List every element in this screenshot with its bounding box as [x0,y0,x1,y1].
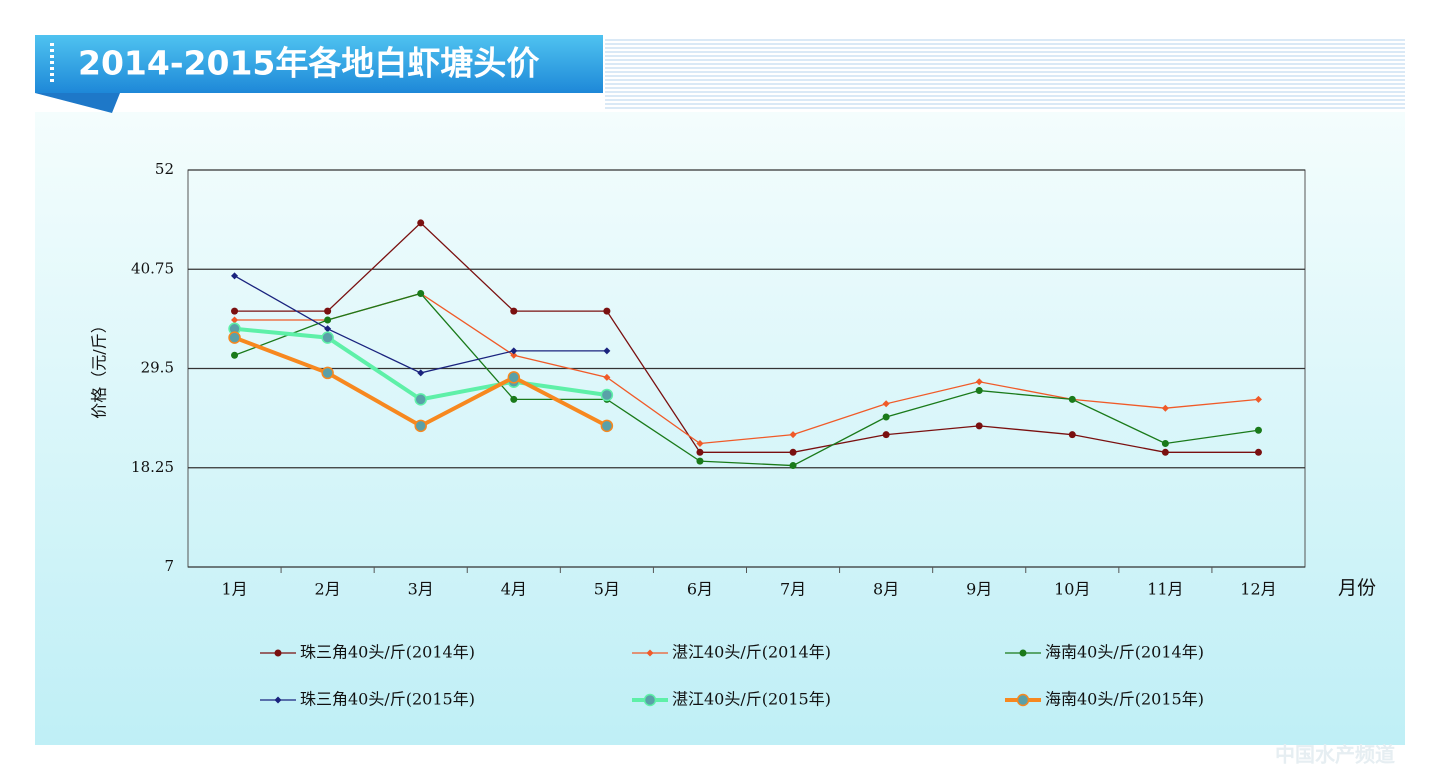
series-line [234,292,1259,467]
marker [975,378,983,386]
marker [1068,395,1076,403]
marker [231,316,239,324]
x-tick-label: 1月 [221,580,247,599]
marker [1161,448,1169,456]
marker [231,351,239,359]
series-line [234,222,1259,453]
watermark: 中国水产频道 [1275,743,1395,767]
marker [789,448,797,456]
marker [1254,395,1262,403]
marker [975,422,983,430]
legend-label: 湛江40头/斤(2014年) [672,643,831,662]
marker [417,290,425,298]
x-tick-label: 4月 [501,580,527,599]
marker [510,307,518,315]
marker [646,649,654,657]
marker [1019,649,1027,657]
y-tick-label: 18.25 [131,458,174,476]
x-tick-label: 7月 [780,580,806,599]
marker [321,331,334,344]
legend-label: 珠三角40头/斤(2014年) [300,643,475,662]
legend-label: 海南40头/斤(2014年) [1045,643,1204,662]
x-tick-label: 5月 [594,580,620,599]
y-tick-label: 7 [164,557,174,575]
marker [882,431,890,439]
banner [35,35,603,93]
marker [324,307,332,315]
marker [324,316,332,324]
panel [35,112,1405,745]
marker [696,457,704,465]
marker [507,371,521,384]
marker [1254,426,1262,434]
marker [1161,439,1169,447]
x-tick-label: 11月 [1147,580,1183,599]
marker [414,419,427,433]
marker [603,373,611,381]
marker [789,462,797,470]
marker [696,448,704,456]
banner-tail [35,93,120,113]
marker [417,219,425,227]
x-tick-label: 8月 [873,580,899,599]
marker [600,419,614,433]
marker [975,387,983,395]
marker [1254,448,1262,456]
y-tick-label: 29.5 [141,359,174,377]
marker [321,366,334,380]
y-axis-label: 价格（元/斤） [90,317,109,418]
marker [274,649,282,657]
marker [414,393,427,406]
x-tick-label: 2月 [315,580,341,599]
x-tick-label: 6月 [687,580,713,599]
marker [882,400,890,408]
chart-title: 2014-2015年各地白虾塘头价 [78,44,539,83]
marker [417,369,425,377]
y-tick-label: 52 [155,160,174,178]
marker [231,307,239,315]
stripes [605,39,1405,109]
x-tick-label: 3月 [408,580,434,599]
marker [1161,404,1169,412]
x-tick-label: 9月 [966,580,992,599]
x-axis-label: 月份 [1338,577,1376,599]
x-tick-label: 10月 [1054,580,1090,599]
marker [231,272,239,280]
marker [789,431,797,439]
y-tick-label: 40.75 [131,259,174,277]
marker [228,331,241,344]
legend-label: 湛江40头/斤(2015年) [672,690,831,709]
marker [643,693,657,707]
marker [696,439,704,447]
marker [510,395,518,403]
marker [603,347,611,355]
marker [882,413,890,421]
marker [510,351,518,359]
marker [274,696,282,704]
marker [510,347,518,355]
legend-label: 珠三角40头/斤(2015年) [300,690,475,709]
legend-label: 海南40头/斤(2015年) [1045,690,1204,709]
x-tick-label: 12月 [1240,580,1276,599]
marker [324,325,332,333]
marker [600,388,614,402]
marker [603,307,611,315]
marker [1016,693,1030,707]
marker [1068,431,1076,439]
